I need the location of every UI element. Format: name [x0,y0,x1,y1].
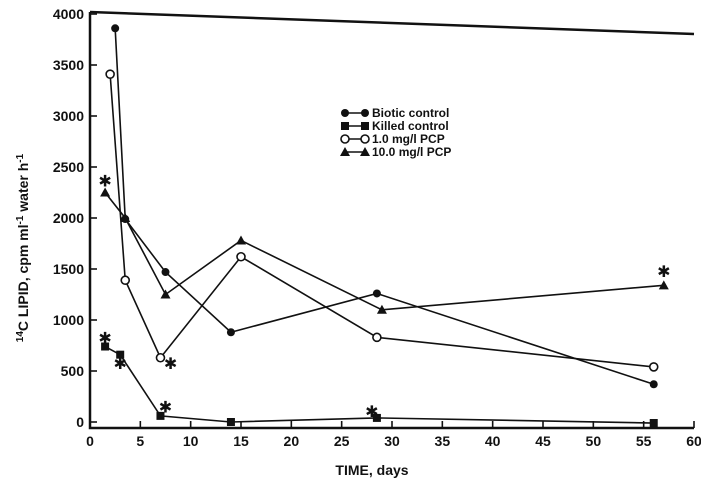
data-point [226,418,235,426]
data-point [236,235,246,245]
data-point [226,328,235,337]
star-annotations: ✱✱✱ ✱✱ ✱✱ [98,171,670,421]
data-point [101,342,110,351]
y-ticks: 0 500 1000 1500 2000 2500 3000 3500 4000 [53,6,97,430]
y-tick-label: 500 [61,363,85,379]
series-2 [105,69,659,372]
x-tick-label: 45 [535,433,551,449]
star-mark: ✱ [98,171,111,190]
y-tick-label: 1500 [53,261,84,277]
data-point [372,332,382,343]
x-tick-label: 15 [233,433,249,449]
data-point [160,289,171,299]
x-tick-label: 10 [183,433,199,449]
series-line [109,74,654,368]
x-tick-label: 60 [686,433,701,449]
series-0 [111,24,658,389]
legend-marker-right [361,109,369,117]
x-tick-label: 40 [485,433,501,449]
star-mark: ✱ [113,354,126,373]
data-point [156,411,165,420]
y-tick-label: 0 [76,414,84,430]
legend-marker-left [341,109,349,117]
x-ticks: 0 5 10 15 20 25 30 35 40 45 50 55 60 [86,421,701,449]
x-tick-label: 25 [334,433,350,449]
y-axis-label-main: C LIPID, cpm ml [15,225,31,332]
data-point [100,187,111,197]
data-point [376,304,387,314]
data-point [105,69,115,79]
y-tick-label: 2500 [53,159,84,175]
y-axis-label-exp2: -1 [15,153,26,162]
legend-marker-left [341,122,349,130]
data-point [649,380,658,389]
x-tick-label: 5 [136,433,144,449]
series-line [104,192,664,311]
y-tick-label: 3500 [53,57,84,73]
star-mark: ✱ [159,398,172,417]
y-tick-label: 2000 [53,210,84,226]
data-point [111,24,120,33]
data-point [161,268,170,277]
y-axis-label-mid: water h [15,163,31,216]
data-point [649,419,658,428]
legend-marker-left [340,134,350,144]
data-point [155,352,166,363]
series-line [114,28,654,386]
data-point [648,362,659,372]
data-point [120,275,131,286]
legend-label: 1.0 mg/l PCP [372,132,445,146]
legend-marker-right [361,122,369,130]
series-1 [101,342,658,428]
legend-marker-right [360,147,370,156]
x-tick-label: 0 [86,433,94,449]
axis-frame [88,12,694,430]
x-tick-label: 55 [636,433,652,449]
legend-marker-left [340,147,350,156]
star-mark: ✱ [365,402,378,421]
data-point [116,350,125,359]
x-tick-label: 20 [284,433,300,449]
x-tick-label: 35 [435,433,451,449]
axes [88,10,695,430]
data-point [236,251,246,262]
y-tick-label: 3000 [53,108,84,124]
axis-top-line [89,10,695,36]
data-point [372,289,381,298]
x-axis-label: TIME, days [335,462,408,478]
data-point [120,213,131,222]
x-tick-label: 30 [384,433,400,449]
star-mark: ✱ [98,328,111,347]
legend-label: Biotic control [372,106,449,120]
legend-label: 10.0 mg/l PCP [372,145,451,159]
y-axis-label: 14C LIPID, cpm ml-1 water h-1 [15,153,31,342]
star-mark: ✱ [164,354,177,373]
star-mark: ✱ [657,262,670,281]
y-tick-label: 1000 [53,312,84,328]
legend-label: Killed control [372,119,449,133]
y-tick-label: 4000 [53,6,84,22]
series-3 [100,187,669,314]
series-layer [100,24,669,428]
data-point [658,280,669,290]
x-tick-label: 50 [586,433,602,449]
y-axis-label-isotope: 14 [15,331,26,343]
legend-marker-right [360,134,370,144]
data-point [372,413,381,422]
y-axis-label-exp1: -1 [15,215,26,224]
